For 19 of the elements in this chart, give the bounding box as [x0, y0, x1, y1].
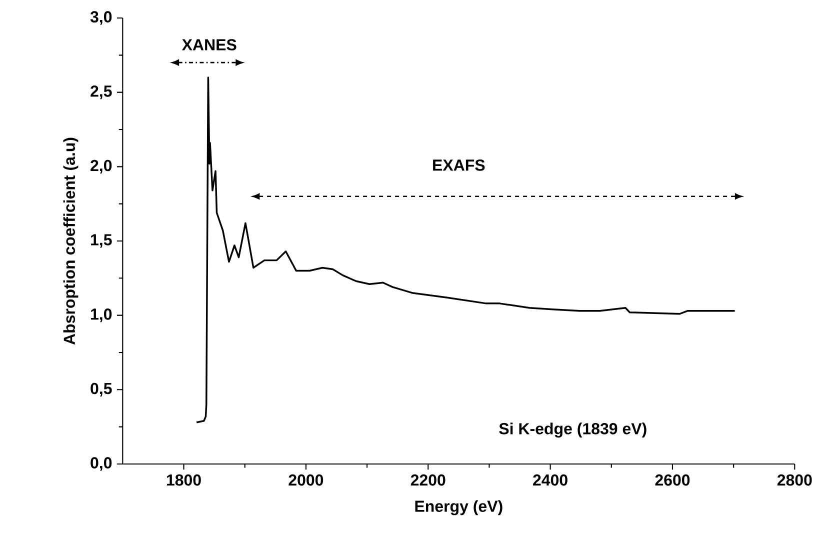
y-tick-label: 1,5 [91, 234, 112, 248]
x-tick-label: 2600 [655, 474, 690, 486]
y-tick-label: 0,5 [90, 382, 112, 396]
x-tick-label: 2200 [410, 474, 446, 486]
y-tick-label: 2,5 [90, 86, 112, 100]
x-tick-label: 2400 [533, 474, 568, 486]
y-tick-label: 0,0 [90, 457, 112, 471]
y-tick-label: 2,0 [90, 160, 112, 174]
x-tick-label: 2000 [288, 474, 324, 486]
annotation: EXAFS [433, 160, 485, 171]
x-tick-label: 1800 [166, 474, 201, 486]
x-tick-label: 2800 [777, 474, 812, 486]
y-tick-label: 1,0 [91, 308, 112, 322]
annotation: Si K-edge (1839 eV) [499, 422, 646, 438]
line-series [196, 76, 736, 424]
y-axis-title: Absroption coefficient (a.u) [63, 138, 78, 345]
annotation: XANES [182, 39, 236, 50]
x-axis-title: Energy (eV) [415, 500, 502, 516]
y-tick-label: 3,0 [90, 11, 112, 25]
